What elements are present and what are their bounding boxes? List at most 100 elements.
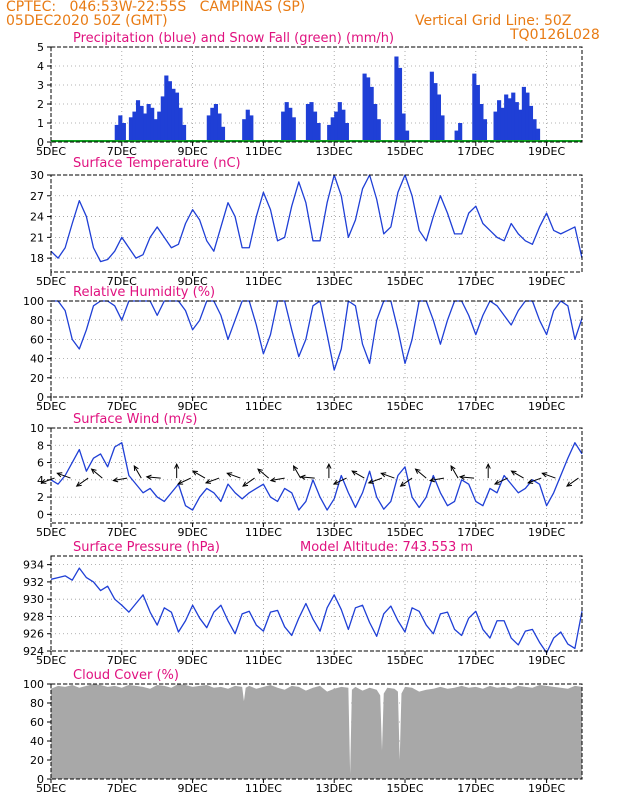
precip-bar	[178, 107, 183, 142]
precip-bar	[528, 105, 534, 142]
precip-bar	[118, 115, 123, 142]
precip-bar	[160, 96, 165, 142]
wind-arrow	[113, 477, 128, 482]
x-tick-label: 11DEC	[245, 400, 282, 413]
x-tick-label: 11DEC	[245, 145, 282, 158]
precip-bar	[121, 123, 126, 142]
precip-bar	[164, 75, 169, 142]
wind-arrow-head	[40, 478, 47, 484]
x-tick-label: 5DEC	[36, 275, 66, 288]
wind-arrow-head	[458, 474, 465, 480]
station-header: CPTEC: 046:53W-22:55S CAMPINAS (SP)	[6, 0, 306, 15]
wind-arrow	[257, 468, 270, 479]
wind-arrow	[293, 465, 302, 479]
x-tick-label: 19DEC	[528, 782, 565, 795]
panel-title: Surface Wind (m/s)	[73, 412, 197, 427]
panel-4	[47, 555, 583, 655]
wind-arrow	[133, 465, 142, 479]
wind-arrow-head	[332, 479, 339, 485]
precip-bar	[532, 119, 537, 142]
x-tick-label: 17DEC	[457, 275, 494, 288]
precip-bar	[507, 98, 512, 142]
wind-arrow-head	[242, 481, 249, 487]
precip-bar	[341, 109, 346, 142]
wind-arrow-head	[174, 462, 180, 469]
x-tick-label: 15DEC	[386, 526, 423, 539]
x-tick-label: 13DEC	[316, 526, 353, 539]
wind-arrow	[494, 477, 508, 485]
wind-arrow-head	[510, 470, 517, 476]
precip-bar	[213, 104, 218, 142]
wind-arrow-head	[367, 478, 374, 484]
x-tick-label: 7DEC	[107, 275, 137, 288]
wind-arrow-head	[414, 468, 421, 474]
precip-bar	[504, 94, 509, 142]
wind-arrow	[76, 477, 89, 487]
precip-bar	[245, 109, 250, 142]
panel-2	[47, 300, 583, 401]
wind-arrow	[41, 477, 55, 484]
precip-bar	[401, 113, 406, 142]
wind-arrow-head	[292, 464, 298, 471]
panel-frame	[50, 555, 583, 652]
precip-bar	[514, 102, 519, 142]
wind-arrow	[450, 465, 459, 479]
panel-title: Cloud Cover (%)	[73, 668, 179, 683]
x-tick-label: 11DEC	[245, 782, 282, 795]
precip-bar	[157, 111, 162, 142]
y-tick-label: 2	[37, 98, 44, 111]
precip-bar	[500, 107, 505, 142]
wind-arrow	[351, 470, 365, 479]
wind-arrow	[368, 477, 383, 484]
y-tick-label: 934	[23, 559, 44, 572]
wind-arrow	[542, 472, 556, 479]
x-tick-label: 13DEC	[316, 275, 353, 288]
precip-bar	[429, 71, 434, 142]
panel-1	[47, 174, 583, 276]
precip-bar	[167, 81, 172, 142]
wind-arrow-head	[541, 472, 548, 478]
series-line	[50, 442, 583, 511]
precip-bar	[171, 88, 176, 142]
precip-bar	[436, 94, 441, 142]
y-tick-label: 5	[37, 41, 44, 54]
y-tick-label: 100	[23, 678, 44, 691]
y-tick-label: 932	[23, 576, 44, 589]
precip-bar	[153, 119, 158, 142]
panel-title: Surface Pressure (hPa)	[73, 540, 220, 555]
precip-bar	[146, 104, 151, 142]
wind-arrow-head	[257, 468, 263, 474]
precip-bar	[475, 85, 480, 142]
x-tick-label: 7DEC	[107, 526, 137, 539]
precip-bar	[210, 107, 215, 142]
y-tick-label: 924	[23, 645, 44, 658]
wind-arrow-head	[269, 477, 276, 483]
y-tick-label: 3	[37, 79, 44, 92]
y-tick-label: 10	[30, 422, 44, 435]
precip-bar	[330, 117, 335, 142]
precip-bar	[181, 124, 187, 142]
wind-arrow	[460, 476, 475, 479]
wind-arrow	[333, 477, 347, 485]
precip-bar	[362, 73, 367, 142]
x-tick-label: 11DEC	[245, 654, 282, 667]
model-altitude: Model Altitude: 743.553 m	[300, 540, 473, 555]
series-line	[50, 567, 583, 654]
wind-arrow-head	[566, 481, 573, 487]
x-tick-label: 5DEC	[36, 145, 66, 158]
x-tick-label: 19DEC	[528, 400, 565, 413]
cloud-cover-area	[51, 684, 582, 779]
x-tick-label: 9DEC	[178, 145, 208, 158]
wind-arrow-head	[177, 479, 184, 485]
precip-bar	[217, 113, 222, 142]
precip-bar	[327, 124, 332, 142]
x-tick-label: 15DEC	[386, 782, 423, 795]
precip-bar	[281, 111, 286, 142]
x-tick-label: 19DEC	[528, 145, 565, 158]
x-tick-label: 17DEC	[457, 654, 494, 667]
x-tick-label: 9DEC	[178, 275, 208, 288]
y-tick-label: 21	[30, 231, 44, 244]
wind-arrow-head	[56, 472, 63, 478]
precip-bar	[249, 115, 254, 142]
